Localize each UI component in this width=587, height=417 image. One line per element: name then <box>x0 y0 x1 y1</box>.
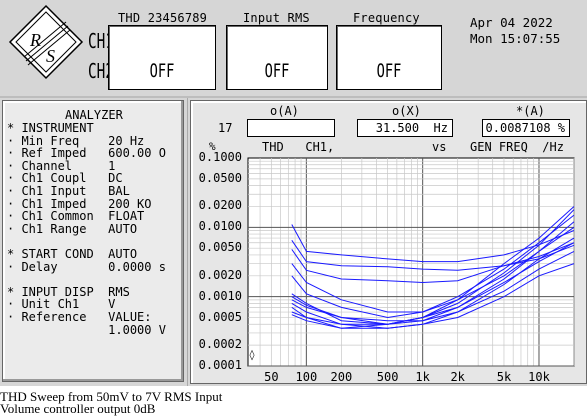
time-display: Mon 15:07:55 <box>470 31 561 46</box>
y-tick-label: 0.0001 <box>198 358 242 372</box>
menu-item-ref-imped[interactable]: · Ref Imped 600.00 O <box>7 146 166 161</box>
caption-line-1: THD Sweep from 50mV to 7V RMS Input <box>0 389 223 404</box>
y-axis-ticks: 0.1000 0.0500 0.0200 0.0100 0.0050 0.0020 0.00… <box>188 0 246 417</box>
series-line <box>291 263 575 329</box>
y-unit-label: % <box>209 140 216 153</box>
meter-display-frequency[interactable]: OFF <box>336 25 442 90</box>
meter-title-rms: Input RMS <box>243 11 310 25</box>
readout-value-star-a: 0.0087108 % <box>485 121 565 135</box>
y-tick-label: 0.0010 <box>198 288 242 303</box>
menu-item-unit-ch1[interactable]: · Unit Ch1 V <box>7 297 116 312</box>
series-line <box>291 242 575 329</box>
y-tick-label: 0.0005 <box>198 309 242 324</box>
menu-item-reference[interactable]: · Reference VALUE: <box>7 309 152 324</box>
caption-line-2: Volume controller output 0dB <box>0 401 156 416</box>
y-tick-label: 0.1000 <box>198 150 242 164</box>
readout-head-a: o(A) <box>270 104 299 118</box>
date-display: Apr 04 2022 <box>470 15 553 30</box>
rs-logo-icon: R S <box>8 4 84 80</box>
readout-value-x: 31.500 Hz <box>375 121 448 135</box>
header-panel: R S CH1 CH2 THD 23456789 OFF Input RMS O… <box>0 0 587 98</box>
svg-text:S: S <box>46 46 55 66</box>
series-line <box>291 214 575 319</box>
meter-value-thd: OFF <box>149 60 175 82</box>
menu-item-delay[interactable]: · Delay 0.0000 s <box>7 259 166 274</box>
meter-value-frequency: OFF <box>376 60 402 82</box>
meter-title-thd: THD 23456789 <box>118 11 208 25</box>
graph-header-mid: vs <box>432 140 447 154</box>
readout-box-star-a[interactable]: 0.0087108 % <box>482 119 570 137</box>
cursor-marker: ◊ <box>249 349 255 361</box>
analyzer-menu: ANALYZER * INSTRUMENT · Min Freq 20 Hz ·… <box>2 100 184 382</box>
readout-head-x: o(X) <box>392 104 421 118</box>
graph-header-left: THD CH1, <box>262 140 335 154</box>
svg-text:R: R <box>29 30 41 50</box>
menu-item-start-cond[interactable]: * START COND AUTO <box>7 246 138 261</box>
readout-box-x[interactable]: 31.500 Hz <box>357 119 453 137</box>
y-tick-label: 0.0050 <box>198 240 242 255</box>
menu-list: * INSTRUMENT · Min Freq 20 Hz · Ref Impe… <box>7 122 166 336</box>
menu-item-ch1-imped[interactable]: · Ch1 Imped 200 KO <box>7 196 152 211</box>
meter-display-thd[interactable]: OFF <box>108 25 216 90</box>
menu-item-ch1-common[interactable]: · Ch1 Common FLOAT <box>7 209 145 224</box>
menu-item-input-disp[interactable]: * INPUT DISP RMS <box>7 284 130 299</box>
series-line <box>291 224 575 263</box>
graph-header-right: GEN FREQ /Hz <box>470 140 564 154</box>
menu-item-ch1-coupl[interactable]: · Ch1 Coupl DC <box>7 171 123 186</box>
plot-grid <box>248 158 575 367</box>
y-tick-label: 0.0100 <box>198 219 242 234</box>
menu-item-instrument[interactable]: * INSTRUMENT <box>7 121 94 135</box>
readout-row-label: 17 <box>218 121 233 135</box>
menu-item-ch1-range[interactable]: · Ch1 Range AUTO <box>7 221 138 236</box>
readout-box-a[interactable] <box>247 119 335 137</box>
analyzer-panel: ANALYZER * INSTRUMENT · Min Freq 20 Hz ·… <box>0 98 188 386</box>
y-tick-label: 0.0200 <box>198 198 242 213</box>
meter-title-frequency: Frequency <box>353 11 420 25</box>
menu-item-ch1-input[interactable]: · Ch1 Input BAL <box>7 183 130 198</box>
y-tick-label: 0.0002 <box>198 337 242 352</box>
analyzer-title: ANALYZER <box>65 108 123 122</box>
menu-item-reference-value[interactable]: 1.0000 V <box>7 322 166 337</box>
menu-item-min-freq[interactable]: · Min Freq 20 Hz <box>7 133 145 148</box>
meter-display-rms[interactable]: OFF <box>226 25 328 90</box>
series-line <box>291 250 575 325</box>
readout-head-star-a: *(A) <box>516 104 545 118</box>
y-tick-label: 0.0020 <box>198 267 242 282</box>
meter-value-rms: OFF <box>264 60 290 82</box>
y-tick-label: 0.0500 <box>198 170 242 185</box>
plot-traces <box>291 206 575 329</box>
menu-item-channel[interactable]: · Channel 1 <box>7 158 116 173</box>
